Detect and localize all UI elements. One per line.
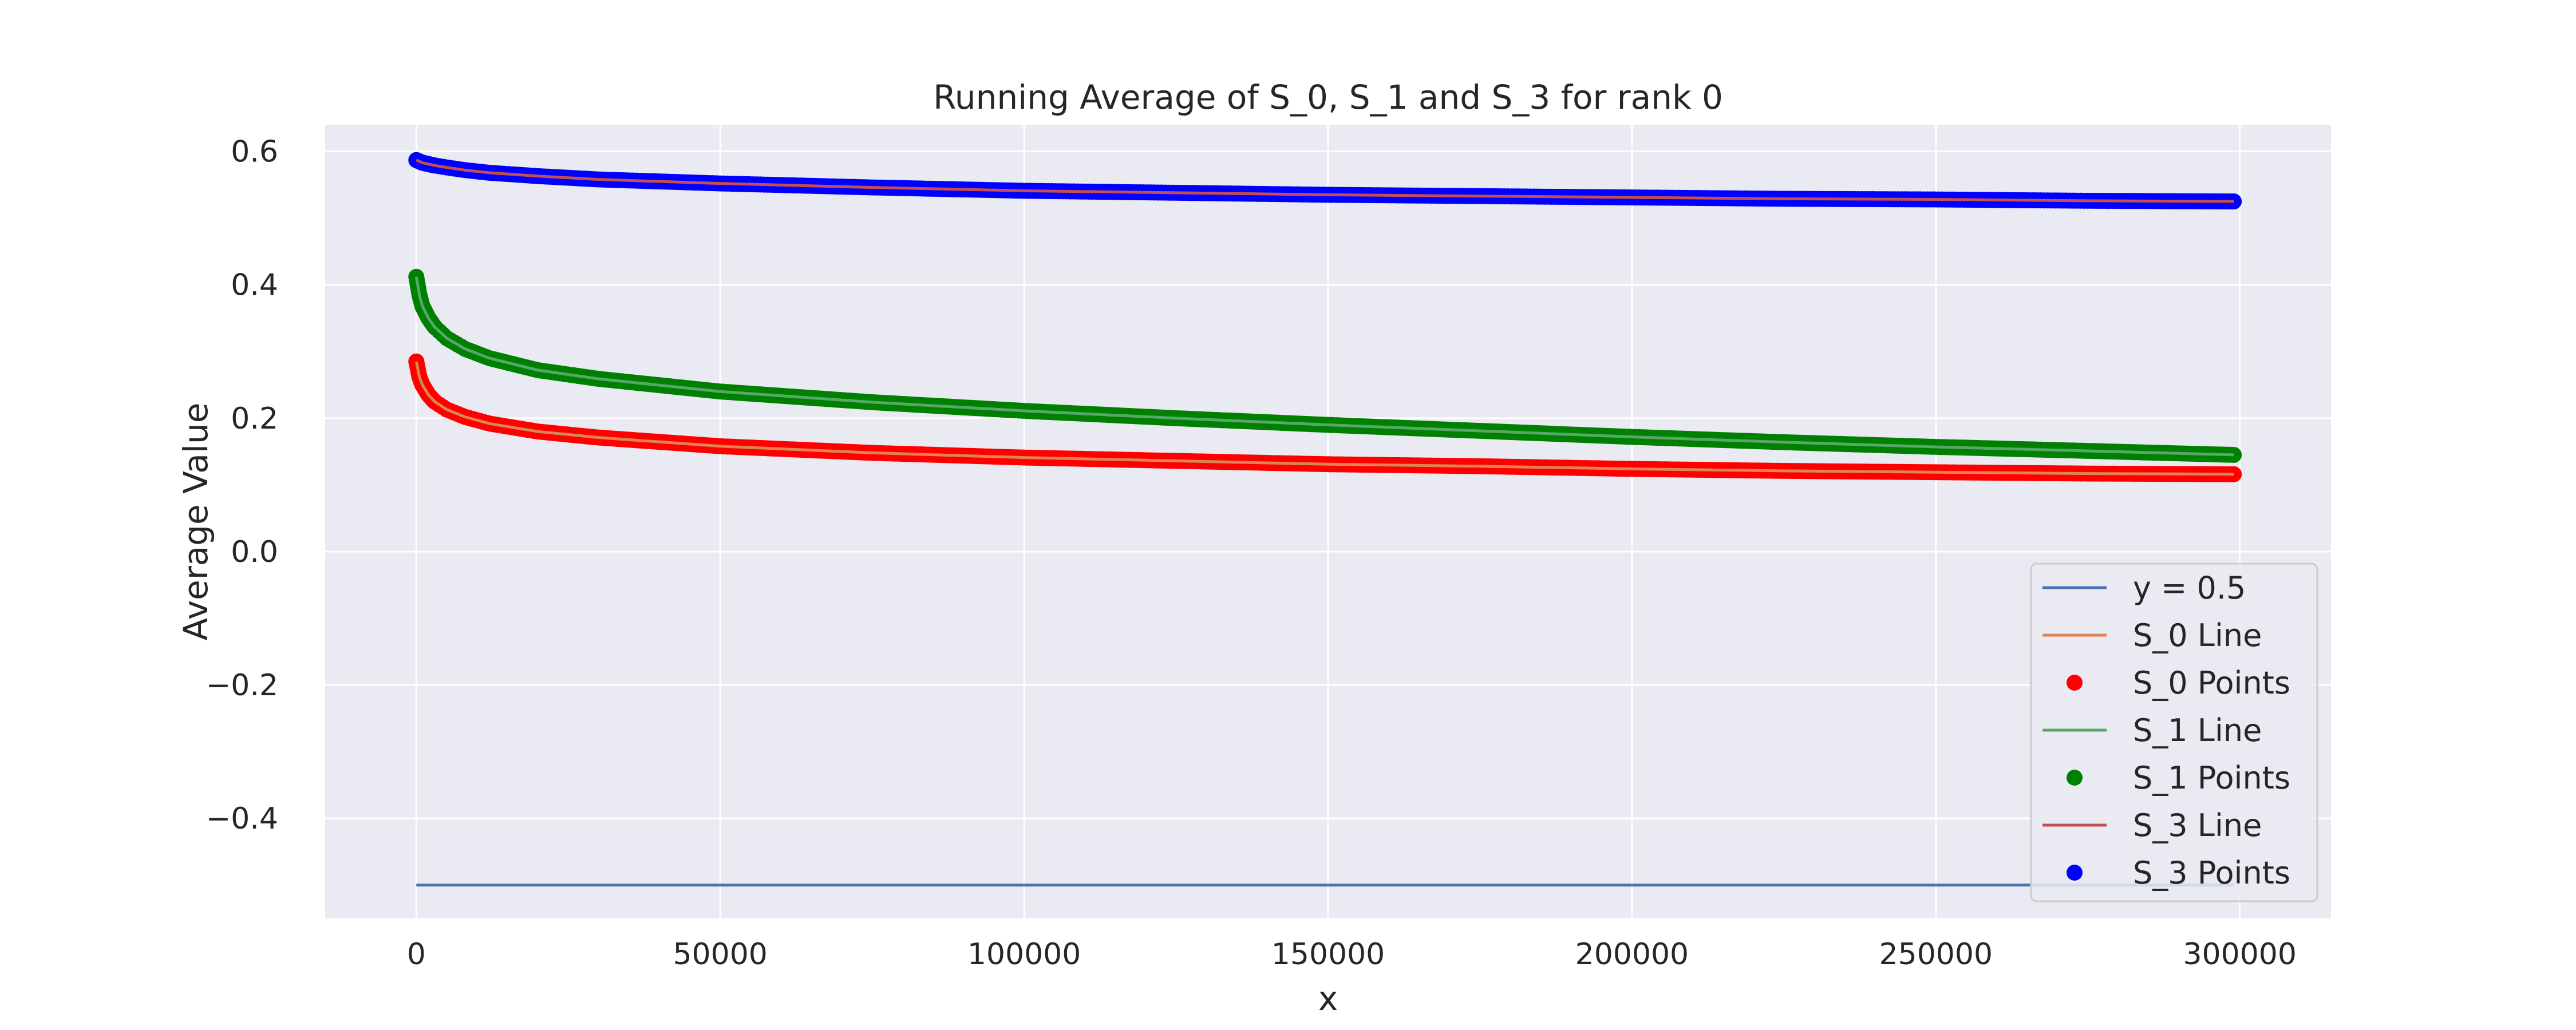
legend-s0-line-label: S_0 Line <box>2133 617 2262 653</box>
y-tick-label: −0.2 <box>206 668 278 703</box>
legend-s1-line-label: S_1 Line <box>2133 712 2262 748</box>
legend-box <box>2030 562 2318 902</box>
x-tick-label: 150000 <box>1271 937 1385 972</box>
legend-s3-points-label: S_3 Points <box>2133 855 2290 891</box>
s0-line <box>414 361 2234 476</box>
x-tick-label: 300000 <box>2183 937 2297 972</box>
y-tick-label: −0.4 <box>206 802 278 836</box>
legend-s1-points-label: S_1 Points <box>2133 760 2290 796</box>
y-tick-label: 0.0 <box>231 535 278 569</box>
s3-line <box>416 159 2234 203</box>
s1-line <box>414 276 2234 457</box>
y-tick-label: 0.2 <box>231 402 278 436</box>
x-axis-label: x <box>1318 979 1338 1018</box>
legend-s1-points-swatch <box>2067 770 2083 786</box>
x-tick-label: 200000 <box>1575 937 1689 972</box>
x-tick-label: 50000 <box>673 937 767 972</box>
series-points <box>408 152 2242 482</box>
legend-hline-label: y = 0.5 <box>2133 570 2246 606</box>
y-axis-ticks: −0.4 −0.2 0.0 0.2 0.4 0.6 <box>206 135 278 837</box>
legend: y = 0.5 S_0 Line S_0 Points S_1 Line S_1 Poi… <box>2030 562 2318 902</box>
x-tick-label: 0 <box>407 937 426 972</box>
legend-s0-points-label: S_0 Points <box>2133 665 2290 701</box>
y-axis-label: Average Value <box>176 403 215 641</box>
x-axis-ticks: 0 50000 100000 150000 200000 250000 300000 <box>407 937 2297 972</box>
x-tick-label: 250000 <box>1879 937 1993 972</box>
chart-title: Running Average of S_0, S_1 and S_3 for … <box>933 78 1723 117</box>
legend-s3-line-label: S_3 Line <box>2133 807 2262 843</box>
x-tick-label: 100000 <box>967 937 1081 972</box>
legend-s3-points-swatch <box>2067 865 2083 881</box>
legend-s0-points-swatch <box>2067 675 2083 691</box>
y-tick-label: 0.4 <box>231 268 278 303</box>
y-tick-label: 0.6 <box>231 135 278 169</box>
